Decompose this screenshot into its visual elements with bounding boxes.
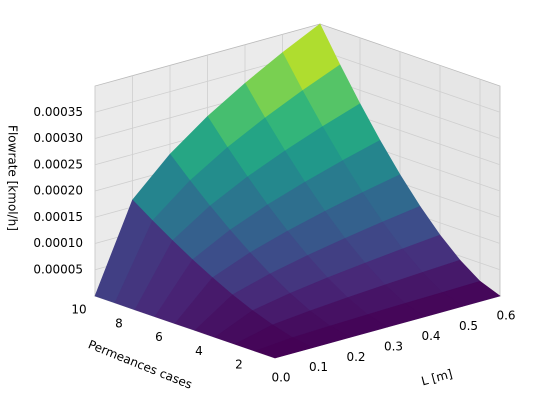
- y-tick-label: 6: [155, 330, 163, 344]
- z-axis-label: Flowrate [kmol/h]: [6, 125, 20, 231]
- z-tick-label: 0.00015: [33, 210, 83, 224]
- z-tick-label: 0.00010: [33, 236, 83, 250]
- y-tick-label: 4: [195, 344, 203, 358]
- x-tick-label: 0.5: [459, 319, 478, 333]
- x-tick-label: 0.3: [384, 340, 403, 354]
- x-tick-label: 0.6: [496, 309, 515, 323]
- z-tick-label: 0.00020: [33, 184, 83, 198]
- y-tick-label: 2: [235, 358, 243, 372]
- z-tick-label: 0.00035: [33, 105, 83, 119]
- z-tick-label: 0.00030: [33, 131, 83, 145]
- x-tick-label: 0.2: [346, 350, 365, 364]
- surface-patch: [254, 337, 313, 359]
- z-tick-label: 0.00025: [33, 157, 83, 171]
- z-tick-label: 0.00005: [33, 262, 83, 276]
- x-axis-label: L [m]: [420, 367, 454, 389]
- x-tick-label: 0.1: [309, 360, 328, 374]
- y-tick-label: 8: [115, 316, 123, 330]
- y-tick-label: 10: [71, 303, 86, 317]
- y-axis-label: Permeances cases: [86, 337, 194, 392]
- x-tick-label: 0.4: [421, 329, 440, 343]
- x-tick-label: 0.0: [271, 371, 290, 385]
